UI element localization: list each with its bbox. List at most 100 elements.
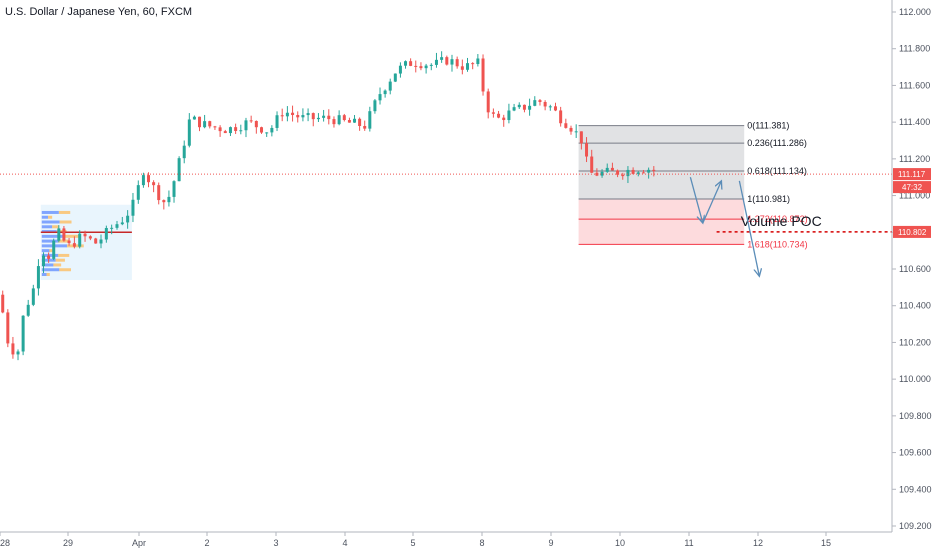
candle-body	[131, 199, 135, 216]
candle-body	[88, 236, 92, 239]
fib-level-label: 0(111.381)	[747, 121, 789, 131]
price-tags: 111.117 47:32 110.802	[893, 168, 931, 238]
candle-body	[595, 172, 599, 176]
candle-body	[254, 120, 258, 128]
candle-body	[62, 228, 66, 241]
candle-body	[358, 118, 362, 126]
price-tick-label: 111.200	[899, 154, 930, 164]
candle-body	[564, 123, 568, 128]
candle-body	[110, 227, 114, 229]
candle-body	[21, 315, 25, 352]
candle-body	[383, 90, 387, 95]
candle-body	[512, 107, 516, 111]
price-axis[interactable]: 112.000 111.800 111.600 111.400 111.200 111.0…	[891, 0, 932, 532]
candle-body	[481, 58, 485, 92]
candle-body	[311, 113, 315, 120]
time-tick-label: 9	[548, 538, 553, 548]
candle-body	[120, 222, 124, 225]
poc-annotation: Volume POC	[741, 213, 822, 229]
candle-body	[460, 66, 464, 70]
current-price-label: 111.117	[898, 170, 926, 179]
candle-body	[579, 131, 583, 144]
candle-body	[585, 143, 589, 157]
candle-body	[327, 115, 331, 120]
candle-body	[466, 63, 470, 70]
projection-arrow[interactable]	[689, 177, 702, 223]
fib-level-label: 1.272(110.872)	[747, 214, 807, 224]
candle-body	[621, 174, 625, 177]
projection-arrows[interactable]	[689, 177, 759, 276]
poc-price-label: 110.802	[898, 228, 927, 237]
candle-body	[306, 113, 310, 116]
candle-body	[1, 294, 5, 313]
candle-body	[445, 57, 449, 65]
poc-price-tag	[893, 225, 931, 238]
profile-bar	[59, 268, 71, 272]
candle-body	[36, 266, 40, 289]
candle-body	[434, 59, 438, 65]
candle-body	[600, 171, 604, 176]
candle-body	[11, 343, 15, 355]
candle-body	[213, 126, 217, 128]
fib-level-label: 0.236(111.286)	[747, 138, 807, 148]
candle-body	[270, 127, 274, 133]
time-tick-label: 28	[0, 538, 10, 548]
candle-body	[631, 169, 635, 174]
candle-body	[414, 65, 418, 67]
candle-body	[6, 312, 10, 344]
profile-bar	[41, 215, 49, 219]
candle-body	[104, 228, 108, 240]
fib-level-label: 0.618(111.134)	[747, 166, 807, 176]
profile-bar	[64, 234, 81, 238]
candle-body	[316, 117, 320, 120]
time-tick-label: 3	[273, 538, 278, 548]
candle-body	[141, 175, 145, 186]
projection-arrow[interactable]	[702, 181, 722, 224]
candle-body	[419, 66, 423, 69]
candle-body	[404, 61, 408, 66]
candle-body	[208, 121, 212, 127]
candle-body	[502, 117, 506, 121]
candle-body	[522, 104, 526, 110]
profile-bar	[41, 253, 59, 257]
fib-zone-retracement	[578, 125, 745, 200]
profile-bar	[58, 210, 71, 214]
profile-bar	[53, 263, 62, 267]
price-tick-label: 109.800	[899, 411, 932, 421]
projection-arrow[interactable]	[738, 180, 759, 276]
time-tick-label: Apr	[132, 538, 146, 548]
time-axis[interactable]: 28 29 Apr 2 3 4 5 8 9 10 11 12 15	[0, 531, 892, 548]
candle-body	[332, 119, 336, 125]
profile-bar	[48, 215, 53, 219]
candle-body	[497, 113, 501, 118]
candle-body	[363, 125, 367, 129]
candlesticks	[1, 51, 656, 361]
fibonacci-retracement[interactable]: 0(111.381) 0.236(111.286) 0.618(111.134) 1(…	[578, 121, 808, 250]
candle-body	[26, 304, 30, 316]
profile-bar	[41, 220, 60, 224]
candle-body	[388, 81, 392, 91]
profile-bar	[52, 225, 60, 229]
price-tick-label: 110.200	[899, 337, 931, 347]
candle-body	[471, 63, 475, 65]
candle-body	[203, 121, 207, 128]
time-tick-label: 15	[821, 538, 831, 548]
candle-body	[398, 65, 402, 74]
candle-body	[249, 120, 253, 122]
candle-body	[99, 239, 103, 244]
candle-body	[353, 118, 357, 123]
candle-body	[296, 115, 300, 118]
time-tick-label: 5	[410, 538, 415, 548]
candle-body	[192, 116, 196, 120]
candle-body	[528, 105, 532, 110]
time-tick-label: 29	[63, 538, 73, 548]
candle-body	[647, 169, 651, 173]
candle-body	[42, 255, 46, 267]
fib-level-label: 1.618(110.734)	[747, 239, 807, 249]
candle-body	[47, 255, 51, 259]
candle-body	[507, 110, 511, 121]
price-lines: Volume POC	[0, 173, 892, 233]
candle-body	[548, 106, 552, 108]
profile-bar	[58, 239, 69, 243]
